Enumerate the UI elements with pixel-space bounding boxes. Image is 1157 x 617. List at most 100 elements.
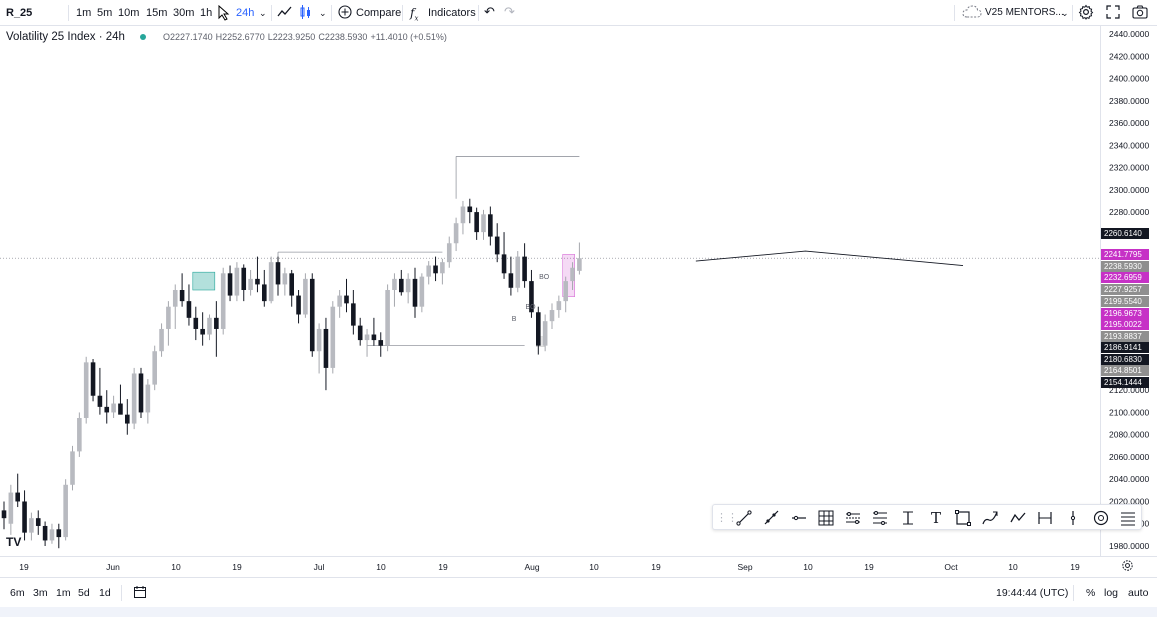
price-tick-label: 2360.0000 [1109, 118, 1149, 128]
time-axis[interactable]: 19 Jun 10 19 Jul 10 19 Aug 10 19 Sep 10 19 Oct 10 19 [0, 556, 1157, 576]
fib-retracement-icon[interactable] [871, 509, 889, 527]
layout-chevron-icon[interactable]: ⌄ [1061, 8, 1069, 18]
path-icon[interactable] [1009, 509, 1027, 527]
time-tick-label: Sep [737, 562, 752, 572]
camera-snapshot-icon[interactable] [1132, 5, 1148, 23]
price-tag-label: 2195.0022 [1101, 319, 1149, 331]
price-tag-label: 2227.9257 [1101, 283, 1149, 295]
vertical-line-icon[interactable] [1064, 509, 1082, 527]
price-tick-label: 2120.0000 [1109, 385, 1149, 395]
price-tag-label: 2154.1444 [1101, 376, 1149, 388]
time-tick-label: 10 [1008, 562, 1018, 572]
axis-settings-gear-icon[interactable] [1121, 559, 1134, 577]
ray-icon[interactable] [762, 509, 780, 527]
price-tick-label: 2100.0000 [1109, 407, 1149, 417]
brush-icon[interactable] [981, 509, 999, 527]
range-1m[interactable]: 1m [56, 587, 71, 599]
candle-body [111, 403, 116, 413]
symbol-title[interactable]: Volatility 25 Index · 24h [6, 31, 125, 43]
bottom-toolbar: 6m 3m 1m 5d 1d 19:44:44 (UTC) % log auto [0, 577, 1157, 607]
drag-handle-icon[interactable]: ⋮⋮ [716, 512, 738, 524]
time-tick-label: Jul [314, 562, 325, 572]
goto-date-calendar-icon[interactable] [133, 585, 147, 602]
trend-line-icon[interactable] [735, 509, 753, 527]
log-scale-toggle[interactable]: log [1104, 587, 1119, 599]
candle-body [357, 325, 363, 341]
candle-body [419, 276, 425, 307]
candle-body [193, 317, 199, 329]
interval-1h[interactable]: 1h [200, 7, 213, 19]
time-tick-label: 19 [232, 562, 242, 572]
compare-button[interactable]: Compare [356, 7, 402, 19]
candle-body [467, 206, 473, 213]
measure-icon[interactable] [899, 509, 917, 527]
interval-dropdown-chevron-icon[interactable]: ⌄ [259, 8, 267, 18]
range-5d[interactable]: 5d [78, 587, 90, 599]
candle-body [446, 243, 452, 263]
parallel-channel-icon[interactable] [844, 509, 862, 527]
interval-5m[interactable]: 5m [97, 7, 113, 19]
candle-body [481, 214, 486, 233]
price-tag-label: 2186.9141 [1101, 342, 1149, 354]
candle-body [131, 373, 137, 424]
interval-10m[interactable]: 10m [118, 7, 140, 19]
candle-body [433, 265, 438, 274]
price-tag-label: 2199.5540 [1101, 296, 1149, 308]
candlestick-chart[interactable]: BO BO B TV [0, 26, 1100, 556]
indicators-fx-icon[interactable]: fx [410, 6, 419, 23]
redo-icon[interactable]: ↷ [504, 4, 515, 19]
ohlc-change: +11.4010 (+0.51%) [370, 32, 447, 42]
bos-annotation: BO [539, 274, 550, 281]
candle-body [385, 290, 390, 346]
text-tool-icon[interactable]: T [930, 509, 941, 527]
percent-scale-toggle[interactable]: % [1086, 587, 1096, 599]
interval-30m[interactable]: 30m [173, 7, 195, 19]
range-1d[interactable]: 1d [99, 587, 111, 599]
price-tag-label: 2193.8837 [1101, 330, 1149, 342]
layout-name-button[interactable]: V25 MENTORS... [985, 7, 1064, 18]
price-tick-label: 2280.0000 [1109, 207, 1149, 217]
time-tick-label: 19 [438, 562, 448, 572]
order-block-highlight [192, 271, 216, 291]
candle-chart-type-icon[interactable] [299, 5, 313, 23]
candle-body [207, 317, 212, 335]
ohlc-open: O2227.1740 [163, 32, 213, 42]
candle-body [501, 254, 507, 274]
utc-clock[interactable]: 19:44:44 (UTC) [996, 587, 1069, 599]
candle-body [138, 373, 144, 413]
range-3m[interactable]: 3m [33, 587, 48, 599]
compare-plus-icon[interactable] [338, 5, 352, 23]
grid-icon[interactable] [817, 509, 835, 527]
symbol-search[interactable]: R_25 [6, 7, 33, 19]
candle-body [316, 328, 322, 352]
circle-target-icon[interactable] [1092, 509, 1110, 527]
rectangle-icon[interactable] [954, 509, 972, 527]
chart-type-chevron-icon[interactable]: ⌄ [319, 8, 327, 18]
interval-1m[interactable]: 1m [76, 7, 92, 19]
date-range-icon[interactable] [1036, 509, 1054, 527]
candle-body [255, 278, 260, 285]
price-tick-label: 2440.0000 [1109, 29, 1149, 39]
candle-body [494, 236, 500, 255]
candle-body [63, 484, 68, 538]
candle-body [15, 492, 20, 502]
undo-icon[interactable]: ↶ [484, 4, 495, 19]
fullscreen-icon[interactable] [1106, 5, 1120, 23]
time-tick-label: 10 [171, 562, 181, 572]
range-6m[interactable]: 6m [10, 587, 25, 599]
auto-scale-toggle[interactable]: auto [1128, 587, 1149, 599]
line-chart-type-icon[interactable] [277, 5, 293, 23]
settings-gear-icon[interactable] [1078, 4, 1094, 22]
indicators-button[interactable]: Indicators [428, 7, 476, 19]
chart-pane[interactable]: BO BO B TV [0, 26, 1100, 556]
toolbar-divider [331, 5, 332, 21]
candle-body [70, 451, 75, 485]
more-menu-icon[interactable] [1119, 509, 1137, 527]
horizontal-line-icon[interactable] [790, 509, 808, 527]
price-tick-label: 2340.0000 [1109, 140, 1149, 150]
interval-15m[interactable]: 15m [146, 7, 168, 19]
tradingview-logo: TV [6, 535, 21, 549]
interval-24h[interactable]: 24h [236, 7, 255, 19]
toolbar-divider [478, 5, 479, 21]
candle-body [77, 418, 82, 452]
